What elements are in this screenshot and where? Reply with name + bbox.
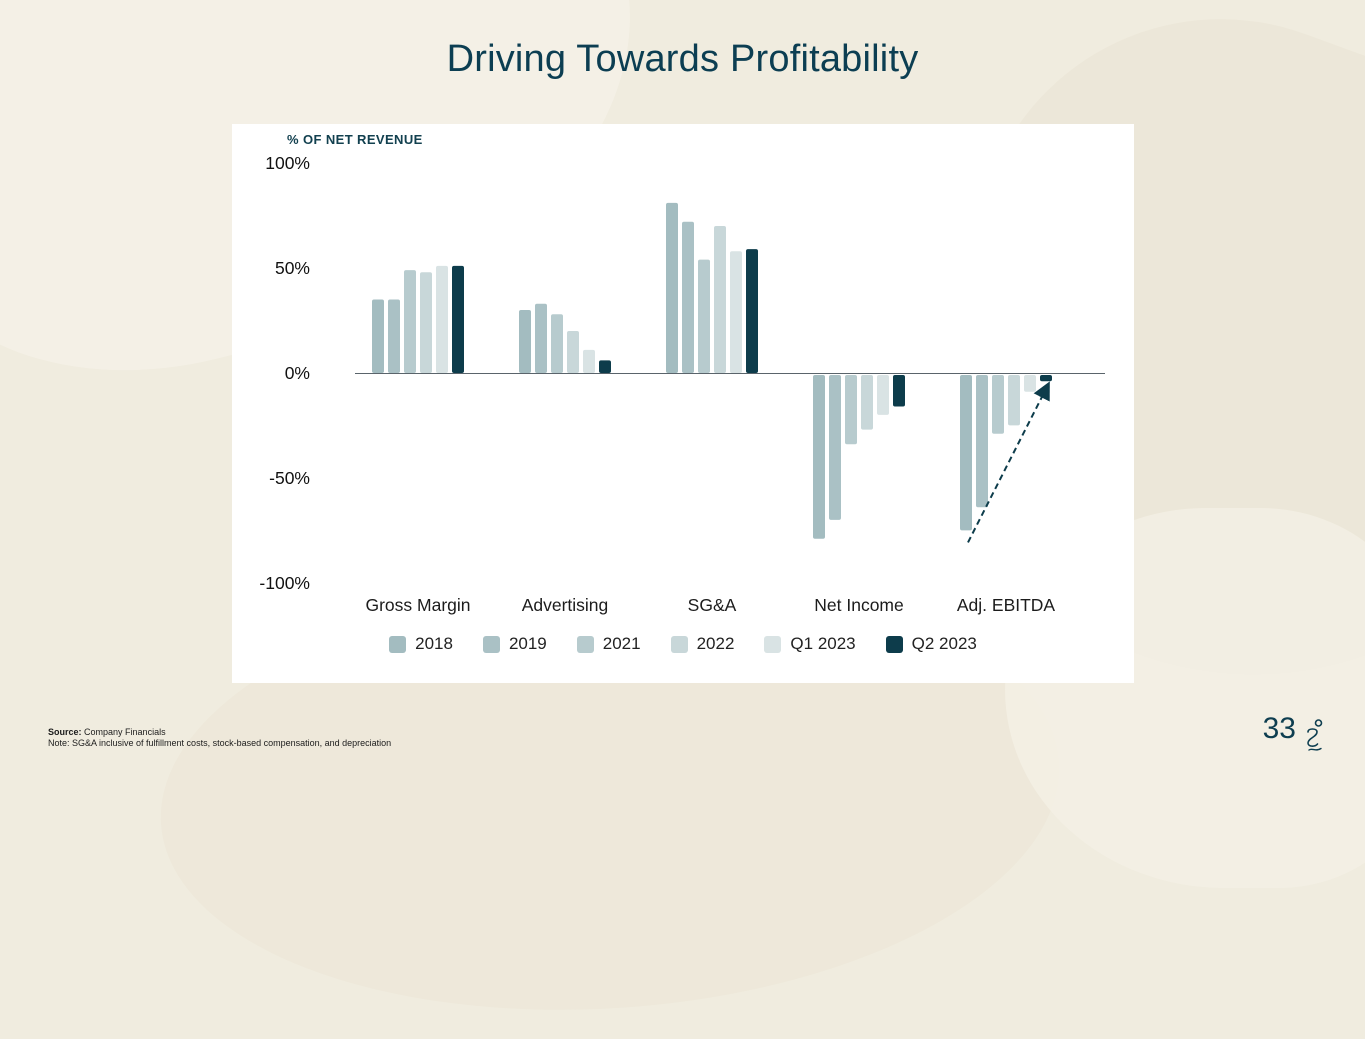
bar-2021-sg-a: [698, 259, 710, 373]
legend-item-q1-2023: Q1 2023: [764, 634, 856, 654]
bar-2018-sg-a: [666, 202, 678, 373]
legend-label: Q2 2023: [911, 634, 977, 653]
footnote: Source: Company Financials Note: SG&A in…: [48, 727, 391, 749]
legend-swatch: [576, 635, 594, 653]
y-axis-tick: 50%: [275, 258, 310, 278]
x-axis-label: Gross Margin: [365, 595, 470, 615]
bar-q1-2023-net-income: [877, 375, 889, 415]
legend-label: Q1 2023: [790, 634, 856, 653]
y-axis-tick: -100%: [259, 573, 310, 593]
bar-2021-adj-ebitda: [992, 375, 1004, 434]
legend-label: 2018: [415, 634, 453, 653]
bar-2021-net-income: [845, 375, 857, 445]
bar-2018-net-income: [813, 375, 825, 539]
legend-swatch: [885, 635, 903, 653]
bar-2022-sg-a: [714, 226, 726, 373]
bar-q1-2023-sg-a: [730, 251, 742, 373]
bar-q2-2023-sg-a: [746, 249, 758, 373]
y-axis-tick: 100%: [265, 153, 310, 173]
bar-chart: 100% 50% 0% -50% -100% Gross Margin Advertisin…: [259, 153, 1105, 615]
bar-2018-advertising: [519, 310, 531, 373]
legend-swatch: [389, 635, 407, 653]
bar-2019-sg-a: [682, 221, 694, 373]
y-axis-tick: 0%: [285, 363, 310, 383]
bar-2019-net-income: [829, 375, 841, 520]
bar-q1-2023-gross-margin: [436, 265, 448, 373]
bar-q2-2023-adj-ebitda: [1040, 375, 1052, 382]
legend-swatch: [670, 635, 688, 653]
slide-title: Driving Towards Profitability: [446, 38, 919, 80]
y-axis-tick: -50%: [269, 468, 310, 488]
bar-2022-advertising: [567, 331, 579, 373]
bar-2022-adj-ebitda: [1008, 375, 1020, 426]
bar-2018-adj-ebitda: [960, 375, 972, 531]
bar-q2-2023-net-income: [893, 375, 905, 407]
bar-2019-adj-ebitda: [976, 375, 988, 508]
page-footer: 33: [1263, 712, 1327, 754]
bar-2018-gross-margin: [372, 299, 384, 373]
bar-2019-advertising: [535, 303, 547, 373]
page-number: 33: [1262, 712, 1296, 745]
chart-panel: % OF NET REVENUE 100% 50% 0% -50% -100% Gross…: [232, 124, 1134, 683]
x-axis-label: Advertising: [522, 595, 609, 615]
x-axis-label: SG&A: [688, 595, 737, 615]
legend-item-2021: 2021: [576, 634, 641, 654]
source-label: Source:: [48, 727, 82, 737]
x-axis-label: Net Income: [814, 595, 903, 615]
bar-2021-gross-margin: [404, 270, 416, 373]
bar-2022-gross-margin: [420, 272, 432, 373]
bar-2019-gross-margin: [388, 299, 400, 373]
bar-q2-2023-advertising: [599, 360, 611, 373]
legend-item-2018: 2018: [389, 634, 453, 654]
legend-item-2019: 2019: [482, 634, 547, 654]
legend-label: 2021: [602, 634, 641, 653]
legend-swatch: [482, 635, 500, 653]
legend-item-2022: 2022: [670, 634, 735, 654]
source-text: Company Financials: [84, 727, 166, 737]
legend-label: 2019: [508, 634, 547, 653]
x-axis-label: Adj. EBITDA: [957, 595, 1056, 615]
legend-label: 2022: [696, 634, 735, 653]
note-text: Note: SG&A inclusive of fulfillment cost…: [48, 738, 392, 748]
bar-q1-2023-advertising: [583, 349, 595, 373]
bar-q2-2023-gross-margin: [452, 265, 464, 373]
legend-swatch: [764, 635, 782, 653]
source-line: Source: Company Financials: [48, 727, 391, 738]
chart-legend: 2018 2019 2021 2022 Q1 2023 Q2 2023: [232, 634, 1134, 654]
bar-2022-net-income: [861, 375, 873, 430]
company-logo-icon: [1307, 719, 1323, 751]
bar-2021-advertising: [551, 314, 563, 373]
legend-item-q2-2023: Q2 2023: [885, 634, 977, 654]
bar-q1-2023-adj-ebitda: [1024, 375, 1036, 392]
